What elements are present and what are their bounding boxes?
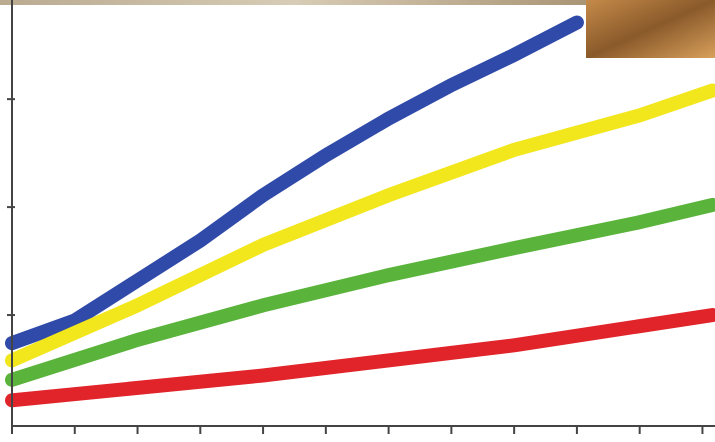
plot-area bbox=[5, 15, 715, 408]
data-line bbox=[5, 308, 715, 408]
top-strip bbox=[0, 0, 590, 5]
photo-inset bbox=[586, 0, 715, 58]
data-line bbox=[5, 15, 584, 351]
data-line bbox=[5, 197, 715, 387]
data-line bbox=[5, 83, 715, 368]
